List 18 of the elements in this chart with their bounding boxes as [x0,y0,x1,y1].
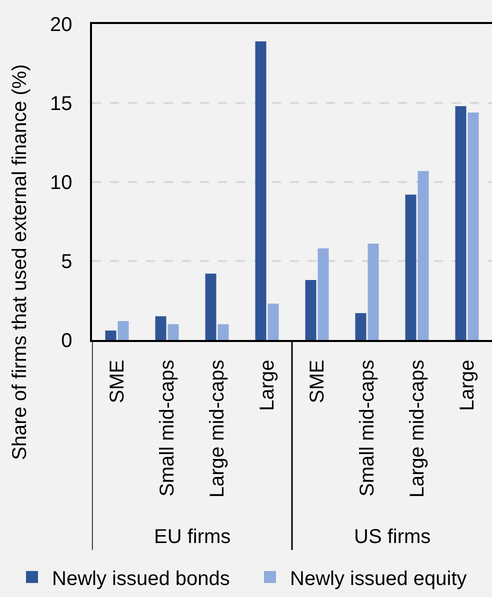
legend-label: Newly issued bonds [52,568,230,590]
y-tick-label: 10 [50,172,72,194]
y-tick-label: 0 [61,330,72,352]
x-tick-label: Large mid-caps [406,360,428,498]
x-tick-label: Large [456,360,478,411]
x-tick-label: Small mid-caps [156,360,178,496]
legend-label: Newly issued equity [290,568,467,590]
x-tick-label: Large [256,360,278,411]
x-tick-label: SME [106,360,128,404]
y-tick-label: 20 [50,14,72,36]
x-tick-label: Small mid-caps [356,360,378,496]
text: US firms [354,526,431,548]
x-tick-label: SME [306,360,328,404]
text: EU firms [154,526,231,548]
x-tick-label: Large mid-caps [206,360,228,498]
y-tick-label: 15 [50,93,72,115]
y-axis-title: Share of firms that used external finance (%) [9,64,31,460]
y-tick-label: 5 [61,251,72,273]
